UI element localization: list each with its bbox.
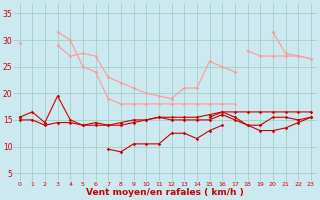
X-axis label: Vent moyen/en rafales ( km/h ): Vent moyen/en rafales ( km/h ) bbox=[86, 188, 244, 197]
